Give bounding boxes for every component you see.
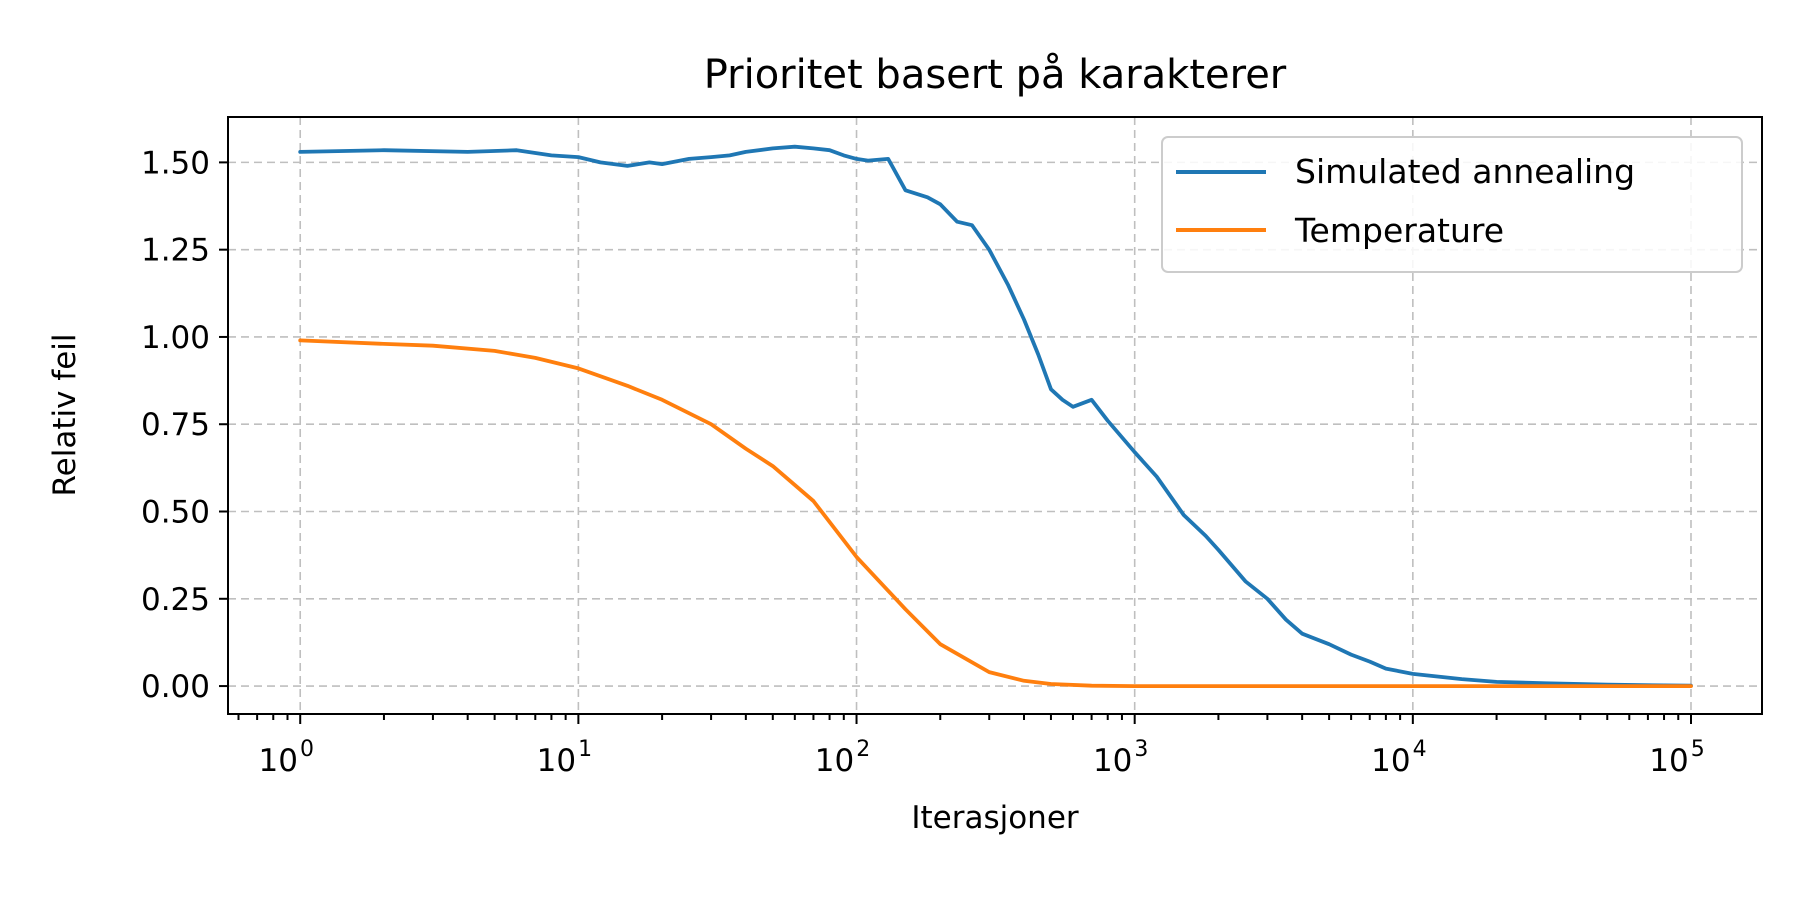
axis-ticks [219,161,1692,724]
legend-box [1161,136,1743,273]
plot-lines [298,144,1693,688]
y-tick-label: 1.00 [141,320,210,356]
plot-frame [227,116,1763,715]
y-tick-label: 0.00 [141,669,210,705]
y-tick-label: 1.50 [141,145,210,181]
x-tick-label: 103 [1093,737,1148,779]
x-tick-label: 104 [1371,737,1426,779]
tick-labels: 0.00 0.25 0.50 0.75 1.00 1.25 1.50 100 101 102 103… [141,145,1705,779]
y-tick-label: 0.75 [141,407,210,443]
chart-title: Prioritet basert på karakterer [704,52,1287,98]
x-tick-label: 102 [815,737,870,779]
legend-label-temperature: Temperature [1294,211,1504,250]
x-tick-label: 101 [537,737,592,779]
y-tick-label: 0.25 [141,582,210,618]
x-tick-label: 100 [258,737,313,779]
x-axis-label: Iterasjoner [911,800,1079,836]
series-line-temperature [298,338,1693,688]
y-tick-label: 0.50 [141,495,210,531]
legend-label-simulated-annealing: Simulated annealing [1295,152,1635,191]
legend: Simulated annealing Temperature [1161,136,1743,273]
y-tick-label: 1.25 [141,233,210,269]
y-axis-label: Relativ feil [47,333,83,496]
x-tick-label: 105 [1649,737,1704,779]
series-line-simulated-annealing [298,144,1693,688]
